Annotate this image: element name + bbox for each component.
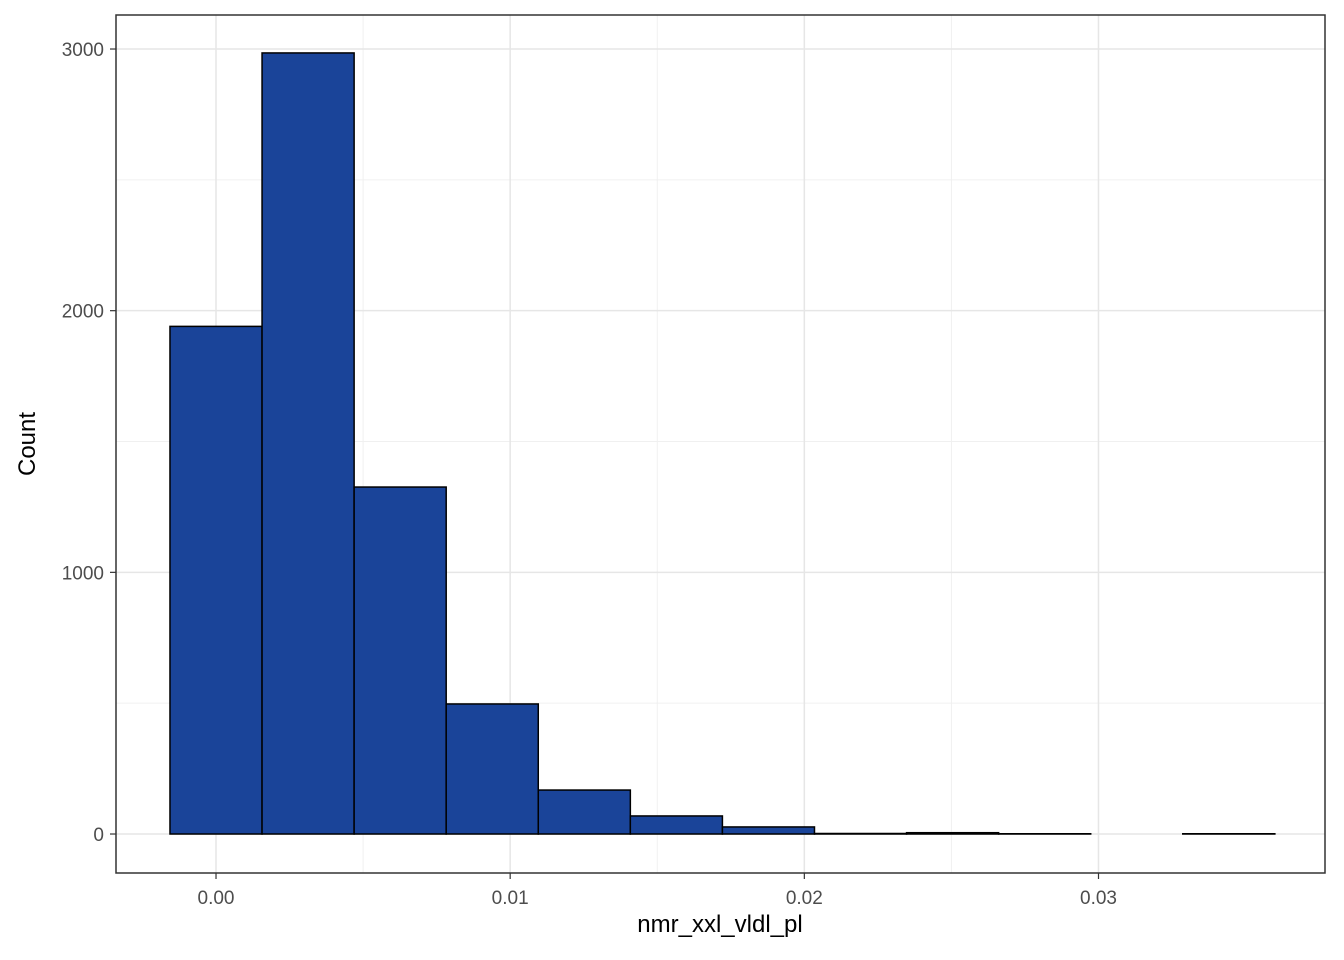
x-axis-title: nmr_xxl_vldl_pl [637,911,802,938]
y-tick-label: 0 [93,825,104,846]
x-tick-label: 0.03 [1080,888,1117,909]
bar [629,815,724,835]
bar [169,325,263,835]
bar [445,703,540,835]
x-tick-label: 0.01 [492,888,529,909]
bar [813,832,908,835]
bar [905,831,1000,835]
bar [353,486,447,835]
y-tick-label: 1000 [62,563,104,584]
y-tick-label: 2000 [62,302,104,323]
bar [537,789,632,835]
x-tick-label: 0.02 [786,888,823,909]
y-axis-title: Count [14,412,41,476]
bar [261,52,355,835]
x-tick-label: 0.00 [198,888,235,909]
bar [721,826,816,835]
plot-border [115,14,1326,874]
y-tick-label: 3000 [62,40,104,61]
